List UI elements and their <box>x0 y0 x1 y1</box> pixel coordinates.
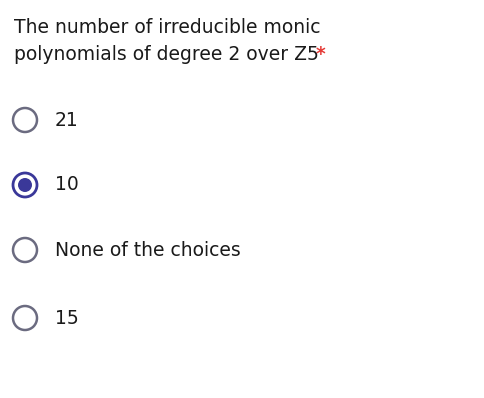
Text: 15: 15 <box>55 308 78 328</box>
Text: polynomials of degree 2 over Z5: polynomials of degree 2 over Z5 <box>14 45 324 64</box>
Circle shape <box>13 173 37 197</box>
Circle shape <box>18 178 32 192</box>
Text: 10: 10 <box>55 176 78 195</box>
Text: The number of irreducible monic: The number of irreducible monic <box>14 18 320 37</box>
Text: None of the choices: None of the choices <box>55 240 240 259</box>
Text: *: * <box>316 45 325 64</box>
Circle shape <box>13 306 37 330</box>
Circle shape <box>13 238 37 262</box>
Circle shape <box>13 108 37 132</box>
Text: 21: 21 <box>55 111 78 129</box>
